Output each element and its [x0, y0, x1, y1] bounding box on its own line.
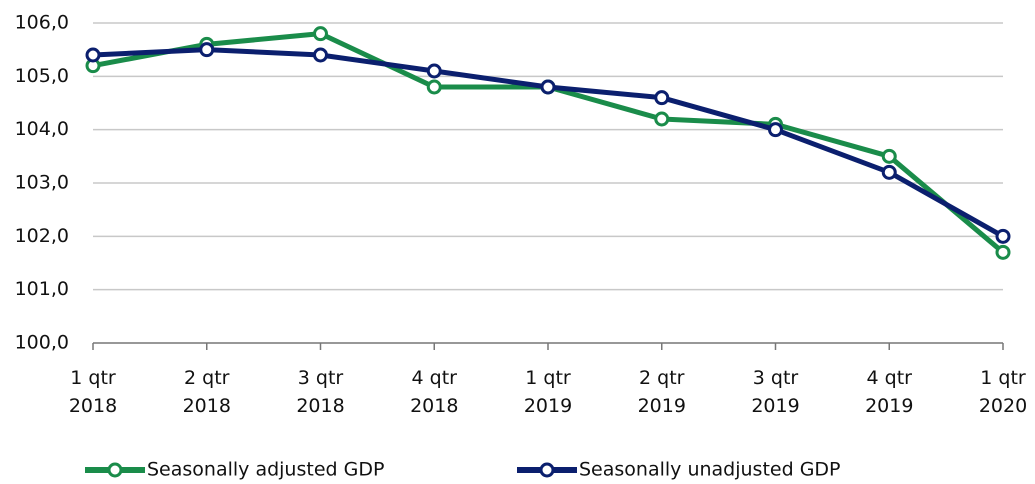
y-tick-label: 104,0 [15, 118, 69, 140]
legend-label: Seasonally adjusted GDP [147, 459, 384, 481]
point [654, 111, 670, 127]
x-tick-label: 3 qtr 2018 [296, 367, 344, 417]
point [85, 47, 101, 63]
point [426, 63, 442, 79]
legend-label: Seasonally unadjusted GDP [579, 459, 841, 481]
point [199, 42, 215, 58]
point [313, 47, 328, 63]
point [313, 26, 328, 42]
point [995, 244, 1011, 260]
x-tick-label: 1 qtr 2019 [524, 367, 572, 417]
series-line [92, 47, 1005, 239]
point [881, 164, 897, 180]
point [654, 90, 670, 106]
x-tick-label: 4 qtr 2018 [410, 367, 458, 417]
x-tick-label: 1 qtr 2018 [69, 367, 117, 417]
series-line [92, 31, 1005, 255]
x-tick-label: 3 qtr 2019 [751, 367, 799, 417]
x-tick-label: 4 qtr 2019 [865, 367, 913, 417]
y-tick-label: 102,0 [15, 225, 69, 247]
point [881, 148, 897, 164]
y-tick-label: 101,0 [15, 278, 69, 300]
point [768, 122, 783, 138]
legend-marker [107, 462, 123, 478]
legend-marker [539, 462, 555, 478]
y-tick-label: 106,0 [15, 12, 69, 34]
x-tick-label: 2 qtr 2019 [638, 367, 686, 417]
x-tick-label: 2 qtr 2018 [183, 367, 231, 417]
point [426, 79, 442, 95]
y-tick-label: 100,0 [15, 332, 69, 354]
point [540, 79, 556, 95]
x-tick-label: 1 qtr 2020 [979, 367, 1027, 417]
y-tick-label: 103,0 [15, 172, 69, 194]
point [995, 228, 1011, 244]
y-tick-label: 105,0 [15, 65, 69, 87]
